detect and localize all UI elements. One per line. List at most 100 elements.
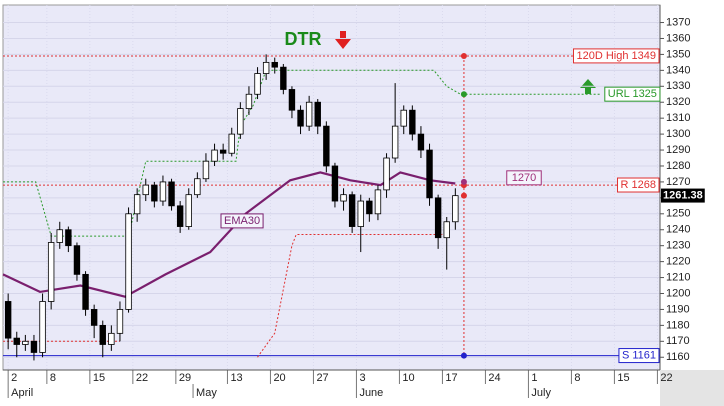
candle-body: [219, 149, 227, 154]
x-tick-label: 15: [617, 372, 629, 384]
last-price-dot: [460, 192, 467, 199]
x-tick-label: 29: [179, 372, 191, 384]
x-tick-label: 27: [316, 372, 328, 384]
annotation-box: [506, 170, 542, 186]
candle-body: [202, 160, 210, 180]
candle-body: [452, 195, 459, 223]
line-label: EMA30: [224, 215, 260, 227]
level-label: S 1161: [622, 350, 656, 362]
candle-body: [237, 108, 244, 135]
candle-body: [73, 245, 81, 275]
candle-body: [288, 89, 296, 111]
candle-body: [176, 205, 184, 227]
corner: [660, 370, 724, 406]
candle-body: [228, 133, 235, 154]
candle-body: [125, 213, 132, 310]
candle-body: [245, 93, 253, 110]
y-tick-label: 1180: [666, 319, 690, 331]
annotation-label: 1270: [512, 172, 536, 184]
last-price-label: 1261.38: [663, 190, 703, 202]
x-tick-label: 15: [93, 372, 105, 384]
candle-body: [116, 309, 124, 334]
candle-body: [331, 165, 339, 202]
x-tick-label: 20: [273, 372, 285, 384]
candle-body: [340, 194, 347, 202]
candle-body: [194, 178, 201, 196]
candle-body: [254, 73, 261, 95]
y-tick-label: 1230: [666, 240, 690, 252]
candle-body: [443, 221, 450, 239]
candle-body: [305, 101, 313, 127]
x-tick-label: 3: [359, 372, 365, 384]
candle-body: [271, 61, 278, 68]
y-tick-label: 1320: [666, 96, 690, 108]
candle-body: [151, 184, 158, 202]
candle-body: [22, 340, 29, 345]
candle-body: [323, 125, 330, 167]
y-tick-label: 1270: [666, 176, 690, 188]
y-tick-label: 1360: [666, 32, 690, 44]
level-label: 120D High 1349: [576, 50, 656, 62]
y-tick-label: 1200: [666, 287, 690, 299]
level-label-box: [617, 177, 660, 193]
candle-body: [47, 242, 55, 302]
candle-body: [357, 200, 364, 227]
y-tick-label: 1250: [666, 208, 690, 220]
y-tick-label: 1300: [666, 128, 690, 140]
candle-body: [426, 149, 433, 199]
y-tick-label: 1370: [666, 16, 690, 28]
candle-body: [409, 109, 416, 135]
y-tick-label: 1280: [666, 160, 690, 172]
y-tick-label: 1240: [666, 224, 690, 236]
line-label-box: [220, 213, 264, 229]
level-label-box: [572, 48, 660, 64]
candle-body: [159, 181, 167, 202]
candle-body: [383, 157, 390, 191]
level-dot: [460, 53, 467, 60]
y-tick-label: 1220: [666, 256, 690, 268]
candle-body: [400, 109, 407, 127]
x-tick-label: 10: [402, 372, 414, 384]
candle-body: [185, 194, 192, 227]
candle-body: [280, 66, 287, 90]
x-tick-label: 1: [531, 372, 537, 384]
level-label: R 1268: [621, 179, 656, 191]
y-tick-label: 1190: [666, 303, 690, 315]
y-tick-label: 1310: [666, 112, 690, 124]
down-arrow: [335, 31, 351, 49]
candle-body: [13, 337, 20, 345]
month-label: April: [11, 387, 33, 399]
candle-body: [366, 200, 373, 215]
y-tick-label: 1160: [666, 351, 690, 363]
x-tick-label: 17: [445, 372, 457, 384]
candle-body: [4, 301, 12, 339]
last-price-box: [661, 188, 705, 203]
candle-body: [262, 61, 270, 74]
x-tick-label: 8: [574, 372, 580, 384]
candle-body: [314, 101, 321, 127]
candle-body: [142, 184, 149, 196]
candle-body: [297, 109, 304, 127]
candle-body: [133, 194, 141, 215]
candle-body: [56, 229, 63, 243]
stop-dot: [460, 91, 467, 98]
x-tick-label: 13: [230, 372, 242, 384]
month-label: May: [196, 387, 217, 399]
candle-body: [434, 197, 442, 239]
level-label-box: [618, 348, 660, 364]
x-tick-label: 24: [488, 372, 500, 384]
x-tick-label: 22: [660, 372, 672, 384]
candle-body: [211, 149, 218, 162]
y-tick-label: 1340: [666, 64, 690, 76]
candle-body: [39, 301, 46, 353]
x-tick-label: 8: [50, 372, 56, 384]
candle-body: [108, 332, 115, 345]
month-label: July: [531, 387, 551, 399]
candle-body: [65, 229, 72, 247]
month-label: June: [359, 387, 383, 399]
candle-body: [30, 340, 38, 353]
x-tick-label: 2: [11, 372, 17, 384]
candle-body: [348, 194, 356, 227]
y-tick-label: 1330: [666, 80, 690, 92]
